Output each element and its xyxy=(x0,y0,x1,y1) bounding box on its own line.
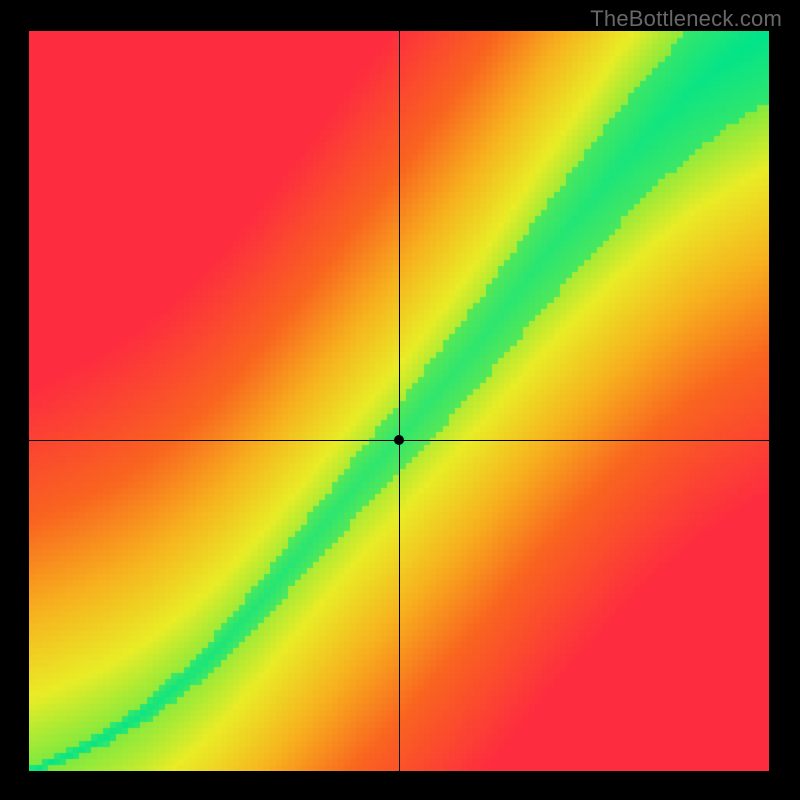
heatmap-plot xyxy=(29,31,769,771)
image-frame: TheBottleneck.com xyxy=(0,0,800,800)
source-watermark: TheBottleneck.com xyxy=(590,6,782,32)
crosshair-vertical xyxy=(399,31,400,771)
crosshair-marker xyxy=(394,435,404,445)
